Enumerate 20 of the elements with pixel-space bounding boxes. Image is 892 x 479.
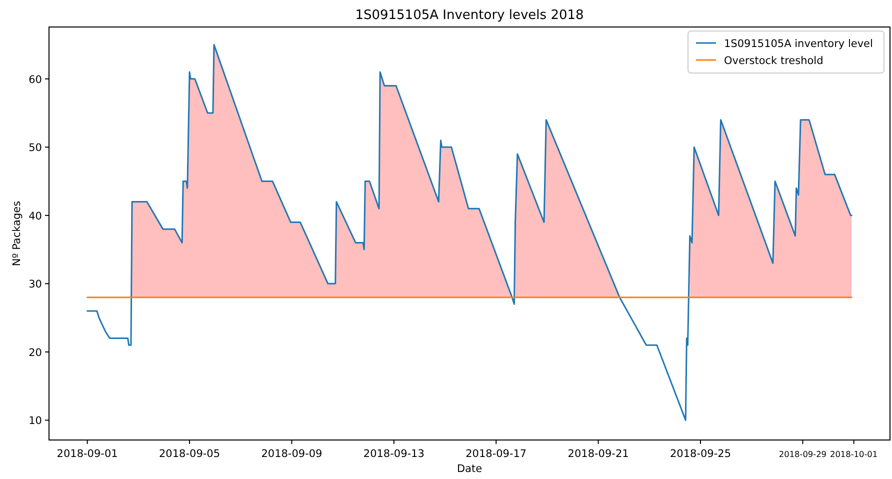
y-axis-title: Nº Packages xyxy=(11,200,23,266)
x-axis-title: Date xyxy=(456,463,482,475)
x-tick-label: 2018-09-05 xyxy=(159,448,220,460)
x-tick-label: 2018-10-01 xyxy=(830,449,878,459)
x-tick-label: 2018-09-29 xyxy=(778,449,827,459)
y-tick-label: 10 xyxy=(28,415,42,428)
x-tick-label: 2018-09-13 xyxy=(363,448,424,460)
x-tick-label: 2018-09-09 xyxy=(261,448,322,460)
y-tick-label: 50 xyxy=(28,142,42,154)
x-tick-label: 2018-09-21 xyxy=(568,448,629,460)
y-tick-label: 60 xyxy=(28,74,42,86)
x-tick-label: 2018-09-25 xyxy=(670,448,732,460)
legend-label: 1S0915105A inventory level xyxy=(724,38,873,50)
chart-title: 1S0915105A Inventory levels 2018 xyxy=(355,8,584,23)
x-tick-label: 2018-09-01 xyxy=(56,448,118,460)
x-tick-label: 2018-09-17 xyxy=(466,448,527,460)
y-tick-label: 40 xyxy=(28,210,42,222)
legend-label: Overstock treshold xyxy=(724,55,824,67)
y-tick-label: 30 xyxy=(28,278,42,291)
y-tick-label: 20 xyxy=(28,346,42,359)
